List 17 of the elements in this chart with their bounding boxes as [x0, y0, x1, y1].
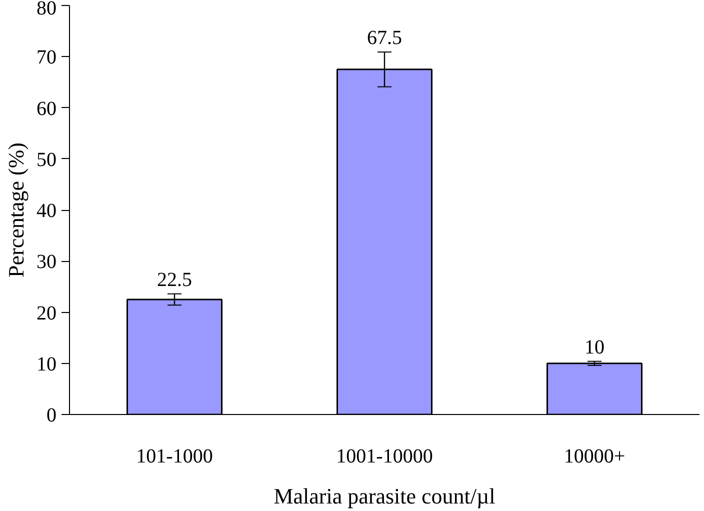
- x-tick-label: 101-1000: [136, 446, 213, 468]
- data-label: 22.5: [157, 268, 192, 291]
- y-tick-label: 80: [36, 0, 56, 20]
- y-tick-label: 20: [36, 302, 56, 324]
- y-axis-title: Percentage (%): [4, 142, 28, 278]
- y-tick-label: 50: [36, 148, 56, 171]
- y-tick-label: 0: [46, 404, 56, 426]
- y-tick-label: 10: [36, 353, 56, 376]
- data-label: 67.5: [367, 27, 402, 50]
- data-label: 10: [584, 336, 604, 358]
- x-tick-label: 10000+: [564, 446, 626, 468]
- x-tick-label: 1001-10000: [336, 446, 433, 468]
- y-tick-label: 70: [36, 46, 56, 69]
- x-axis-title: Malaria parasite count/µl: [274, 484, 496, 508]
- y-tick-label: 40: [36, 200, 56, 222]
- y-tick-label: 60: [36, 98, 56, 120]
- y-tick-label: 30: [36, 251, 56, 274]
